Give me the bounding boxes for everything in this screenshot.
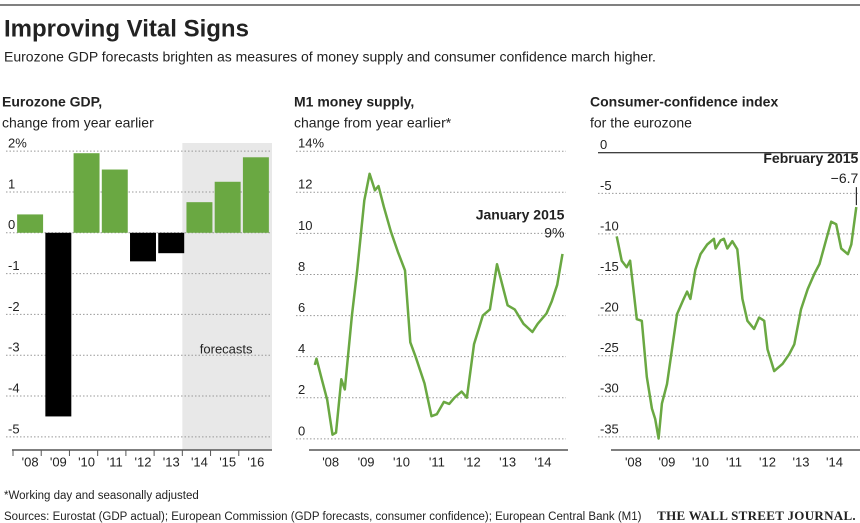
y-tick-label: 2 xyxy=(298,382,305,397)
bar xyxy=(45,232,72,417)
y-tick-label: 8 xyxy=(298,259,305,274)
x-tick-label: '11 xyxy=(429,454,445,469)
x-tick-label: '13 xyxy=(499,454,516,469)
y-tick-label: -5 xyxy=(8,421,20,436)
x-tick-label: '08 xyxy=(625,454,642,469)
panel-subtitle: change from year earlier xyxy=(2,115,154,131)
x-tick-label: '08 xyxy=(22,454,39,469)
credit: THE WALL STREET JOURNAL. xyxy=(657,508,856,523)
x-tick-label: '09 xyxy=(358,454,375,469)
y-tick-label: 2% xyxy=(8,136,27,151)
y-tick-label: -25 xyxy=(600,340,619,355)
y-tick-label: 6 xyxy=(298,300,305,315)
x-tick-label: '13 xyxy=(793,454,810,469)
y-tick-label: -10 xyxy=(600,218,619,233)
bar xyxy=(158,232,185,254)
x-tick-label: '10 xyxy=(393,454,410,469)
y-tick-label: 1 xyxy=(8,176,15,191)
y-tick-label: -3 xyxy=(8,340,20,355)
y-tick-label: -2 xyxy=(8,299,20,314)
annotation-title: February 2015 xyxy=(763,150,858,166)
x-tick-label: '10 xyxy=(692,454,709,469)
y-tick-label: -35 xyxy=(600,421,619,436)
bar xyxy=(214,181,241,233)
panel-subtitle: change from year earlier* xyxy=(294,115,452,131)
x-tick-label: '13 xyxy=(163,454,180,469)
y-tick-label: 14% xyxy=(298,136,324,151)
y-tick-label: 4 xyxy=(298,341,305,356)
panel-title: M1 money supply, xyxy=(294,94,414,110)
y-tick-label: -15 xyxy=(600,259,619,274)
footnote: *Working day and seasonally adjusted xyxy=(4,490,199,502)
x-tick-label: '12 xyxy=(759,454,776,469)
x-tick-label: '16 xyxy=(247,454,264,469)
y-tick-label: 0 xyxy=(600,137,607,152)
bar xyxy=(186,202,213,233)
y-tick-label: -4 xyxy=(8,380,20,395)
bar xyxy=(130,232,156,262)
annotation-title: January 2015 xyxy=(476,207,565,223)
x-tick-label: '09 xyxy=(658,454,675,469)
line-series xyxy=(615,206,858,440)
annotation-value: 9% xyxy=(544,225,564,241)
y-tick-label: 10 xyxy=(298,218,312,233)
x-tick-label: '08 xyxy=(322,454,339,469)
y-tick-label: -1 xyxy=(8,258,20,273)
bar xyxy=(242,157,269,233)
annotation-value: −6.7 xyxy=(831,170,859,186)
y-tick-label: -5 xyxy=(600,178,612,193)
x-tick-label: '09 xyxy=(50,454,67,469)
panel-subtitle: for the eurozone xyxy=(590,115,692,131)
x-tick-label: '12 xyxy=(464,454,481,469)
y-tick-label: 12 xyxy=(298,177,312,192)
chart-subtitle: Eurozone GDP forecasts brighten as measu… xyxy=(4,49,656,65)
x-tick-label: '14 xyxy=(191,454,208,469)
x-tick-label: '11 xyxy=(107,454,123,469)
bar xyxy=(73,153,100,233)
forecast-label: forecasts xyxy=(200,341,253,356)
sources: Sources: Eurostat (GDP actual); European… xyxy=(4,511,642,523)
y-tick-label: -30 xyxy=(600,381,619,396)
bar xyxy=(101,169,128,233)
y-tick-label: 0 xyxy=(8,217,15,232)
line-series xyxy=(313,172,564,436)
x-tick-label: '14 xyxy=(535,454,552,469)
panel-title: Eurozone GDP, xyxy=(2,94,102,110)
chart-title: Improving Vital Signs xyxy=(4,15,249,42)
x-tick-label: '12 xyxy=(135,454,152,469)
x-tick-label: '15 xyxy=(219,454,236,469)
bar xyxy=(17,214,44,233)
y-tick-label: -20 xyxy=(600,300,619,315)
y-tick-label: 0 xyxy=(298,423,305,438)
x-tick-label: '14 xyxy=(826,454,843,469)
panel-title: Consumer-confidence index xyxy=(590,94,778,110)
x-tick-label: '11 xyxy=(726,454,742,469)
x-tick-label: '10 xyxy=(78,454,95,469)
